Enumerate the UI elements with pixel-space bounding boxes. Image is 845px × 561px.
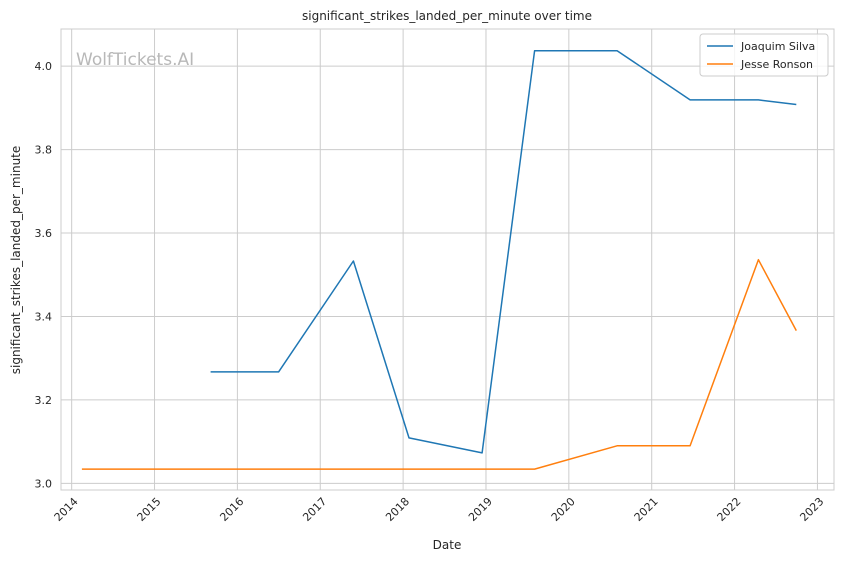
y-tick-label: 3.6 [35,227,53,240]
series-line-joaquim-silva [210,49,797,454]
y-gridlines [61,65,834,484]
legend-label-jesse-ronson: Jesse Ronson [740,58,813,71]
x-tick-labels: 2014 2015 2016 2017 2018 2019 2020 2021 2022 2023 [52,495,827,524]
chart-title: significant_strikes_landed_per_minute ov… [302,9,592,23]
y-tick-label: 4.0 [35,60,53,73]
series-layer [81,49,797,470]
x-axis-label: Date [433,538,462,552]
y-tick-label: 3.8 [35,144,53,157]
y-tick-label: 3.2 [35,394,53,407]
x-gridlines [71,29,818,490]
watermark: WolfTickets.AI [76,50,194,70]
plot-frame [60,28,835,491]
legend-box [699,33,829,77]
legend: Joaquim Silva Jesse Ronson [699,33,829,77]
legend-label-joaquim-silva: Joaquim Silva [740,40,815,53]
y-tick-label: 3.0 [35,477,53,490]
y-tick-labels: 3.0 3.2 3.4 3.6 3.8 4.0 [35,60,53,490]
series-line-jesse-ronson [81,258,797,470]
y-axis-label: significant_strikes_landed_per_minute [9,146,23,375]
y-tick-label: 3.4 [35,310,53,323]
